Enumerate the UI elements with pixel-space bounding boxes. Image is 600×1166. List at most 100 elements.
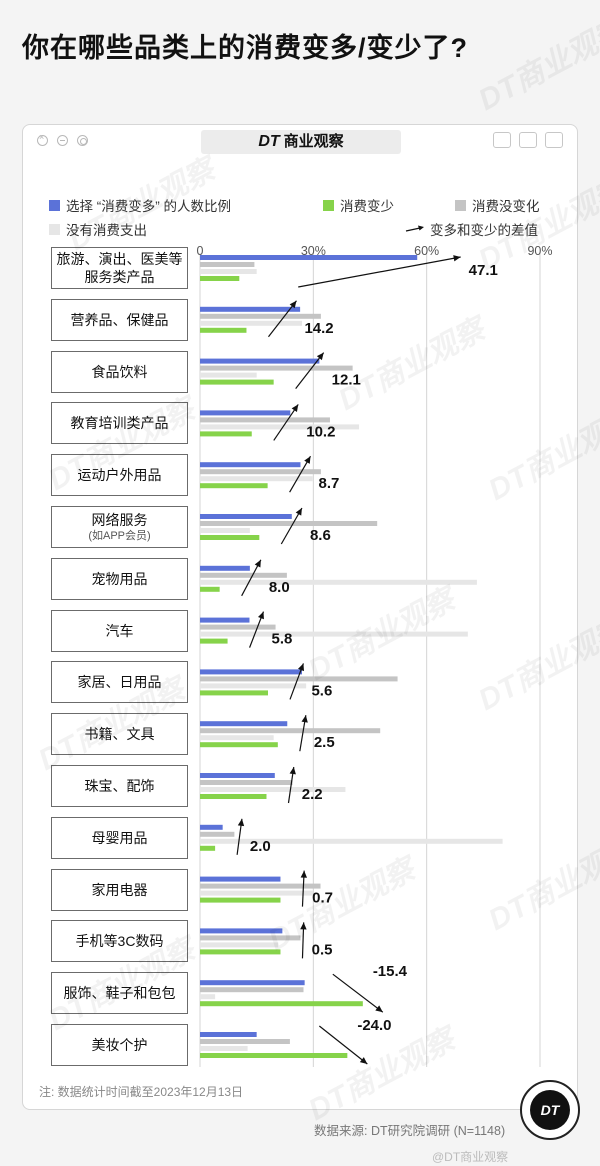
category-label: 母婴用品 [51,816,188,859]
diff-arrow-head [291,404,299,412]
bar-nochange [200,1039,290,1044]
bar-none [200,269,257,274]
bar-none [200,1046,248,1051]
category-label-label2: 服务类产品 [84,269,155,285]
legend-nochange-label: 消费没变化 [472,199,540,214]
lock-icon[interactable] [519,132,537,148]
minimize-icon[interactable] [57,135,68,146]
bar-none [200,994,216,1000]
bar-chart: 0 30% 60% 90% 47.1 14.2 12.1 10.2 8.7 8.6 8.0 5.8 5.… [197,244,553,1067]
category-label-label: 家居、日用品 [77,674,162,691]
bar-less [200,276,240,281]
diff-arrow-line [332,973,384,1013]
bar-more [200,876,281,882]
diff-value-label: -15.4 [373,963,408,980]
bar-nochange [200,831,235,837]
bar-more [200,255,418,260]
bar-none [200,579,477,585]
category-label-label: 服饰、鞋子和包包 [63,985,176,1002]
legend-none: 没有消费支出 [49,219,147,239]
diff-arrow-head [304,456,311,464]
bar-more [200,410,291,416]
legend-more: 选择 “消费变多” 的人数比例 [49,195,231,215]
diff-value-label: -24.0 [357,1017,391,1034]
trash-icon[interactable] [545,132,563,148]
diff-value-label: 10.2 [306,423,335,440]
legend-less: 消费变少 [323,195,394,215]
chart-window: DT商业观察 选择 “消费变多” 的人数比例 消费变少 消费没变化 没有消费支出… [22,124,578,1110]
category-label: 汽车 [51,609,188,652]
diff-value-label: 2.2 [302,786,323,803]
diff-value-label: 2.0 [250,838,271,855]
watermark: DT商业观察 [473,12,600,118]
bar-more [200,980,305,986]
diff-value-label: 47.1 [469,262,498,279]
bar-less [200,1053,348,1058]
bar-less [200,638,228,644]
bar-nochange [200,417,330,423]
category-label: 旅游、演出、医美等 服务类产品 [51,247,188,289]
bar-nochange [200,883,321,889]
diff-arrow-head [300,922,307,930]
diff-arrow-head [289,300,297,309]
diff-arrow-head [295,508,302,516]
diff-arrow-line [267,300,297,338]
footer-watermark: @DT商业观察 [432,1150,509,1164]
diff-value-label: 5.6 [311,682,332,699]
legend-diff-label: 变多和变少的差值 [430,223,538,238]
dt-logo-badge: DT [520,1080,580,1140]
diff-arrow-line [318,1025,368,1065]
bar-nochange [200,935,301,941]
bar-none [200,735,274,741]
legend-less-label: 消费变少 [340,199,394,214]
category-label-label: 美妆个护 [91,1037,148,1053]
category-label-label: 珠宝、配饰 [84,778,155,794]
diff-arrow-line [298,256,461,288]
diff-arrow-head [375,1005,383,1013]
legend-diff: 变多和变少的差值 [405,219,538,239]
legend-more-swatch [49,199,60,211]
bar-none [200,787,346,792]
category-label-label: 书籍、文具 [84,726,155,743]
bar-less [200,845,216,851]
bar-none [200,424,360,430]
bar-more [200,1032,257,1037]
window-logo: DT [258,133,280,150]
diff-arrow-head [289,767,296,775]
diff-arrow-head [257,611,264,620]
bar-more [200,462,301,468]
x-tick-label: 90% [527,244,552,258]
diff-arrow-head [453,255,461,262]
legend-nochange: 消费没变化 [455,195,540,215]
legend-none-label: 没有消费支出 [66,223,147,238]
bar-more [200,721,288,727]
category-label-label: 汽车 [105,622,134,639]
bar-nochange [200,313,321,319]
record-icon[interactable] [493,132,511,148]
window-title: DT 商业观察 [201,130,401,154]
bar-nochange [200,262,255,267]
diff-value-label: 5.8 [271,631,292,648]
category-label: 家用电器 [51,868,188,911]
close-icon[interactable] [37,132,48,146]
bar-less [200,431,252,437]
bar-less [200,690,268,696]
diff-arrow-head [297,663,304,672]
bar-more [200,565,250,571]
category-label: 手机等3C数码 [51,920,188,963]
window-title-bar: DT商业观察 [23,125,577,157]
page-title: 你在哪些品类上的消费变多/变少了? [22,33,468,63]
x-tick-label: 60% [414,244,439,258]
bar-less [200,483,268,489]
maximize-icon[interactable] [77,135,88,146]
diff-arrow-head [237,818,245,827]
footnote: 注: 数据统计时间截至2023年12月13日 [39,1085,244,1099]
diff-arrow-head [254,559,261,568]
category-label: 美妆个护 [51,1024,188,1066]
bar-less [200,949,281,955]
category-label-label: 宠物用品 [91,570,148,587]
category-label: 服饰、鞋子和包包 [51,972,188,1015]
category-label: 营养品、保健品 [51,298,188,341]
diff-value-label: 12.1 [332,372,361,389]
bar-nochange [200,780,293,785]
